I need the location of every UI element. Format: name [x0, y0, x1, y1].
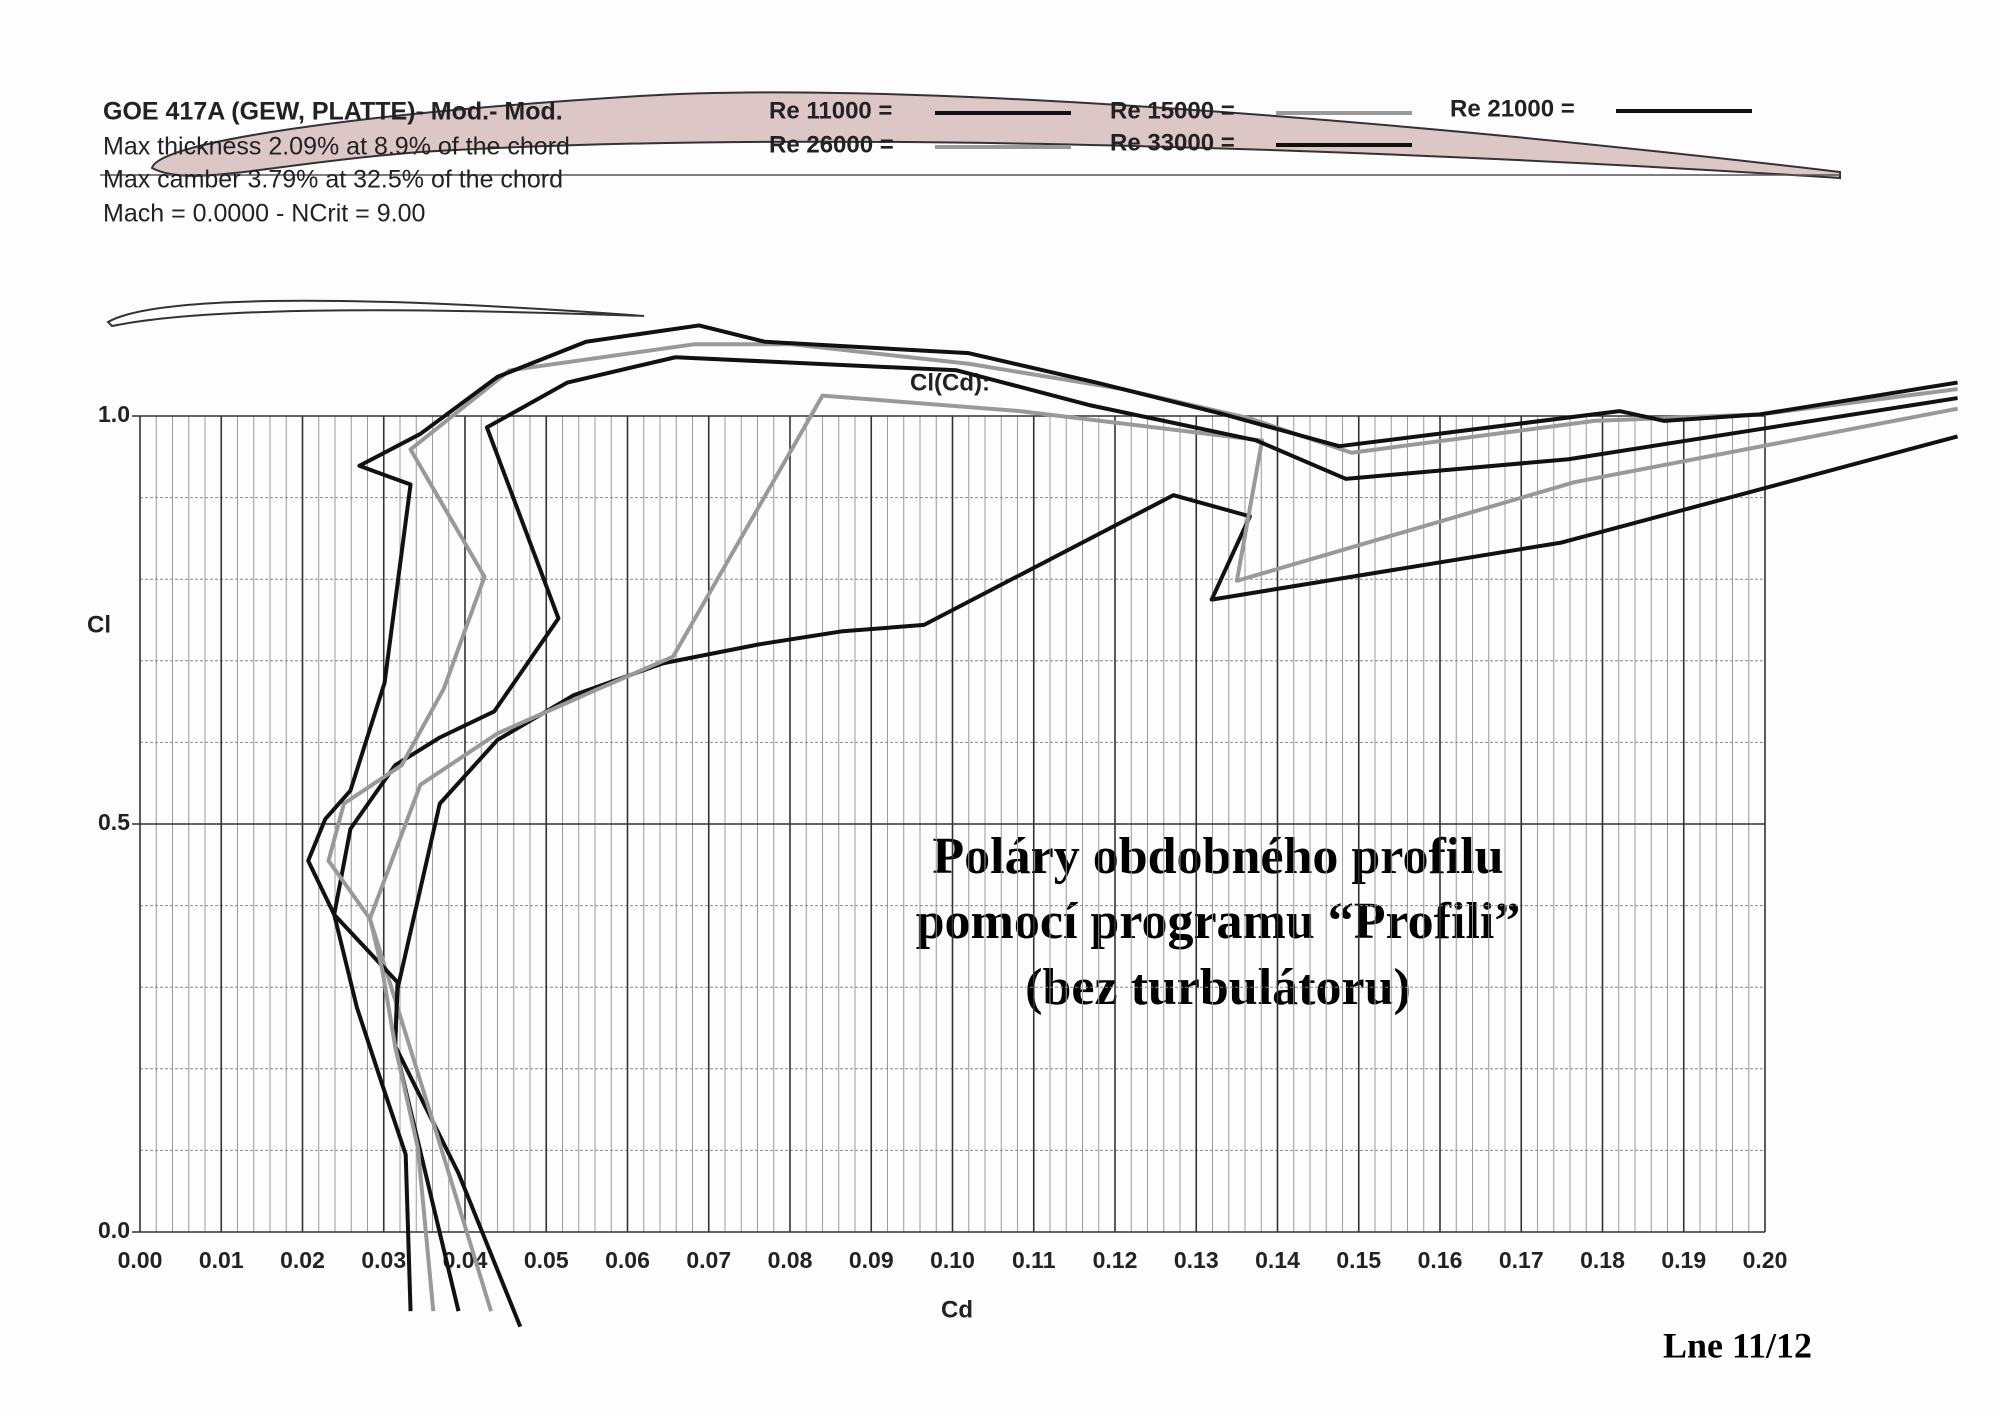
- x-tick-label: 0.09: [849, 1247, 894, 1273]
- legend-label: Re 26000 =: [769, 131, 894, 158]
- y-tick-label: 1.0: [98, 401, 130, 427]
- x-tick-label: 0.06: [605, 1247, 650, 1273]
- x-tick-label: 0.13: [1174, 1247, 1219, 1273]
- legend-label: Re 15000 =: [1110, 97, 1235, 124]
- info-line: Max thickness 2.09% at 8.9% of the chord: [103, 133, 570, 161]
- x-tick-label: 0.07: [686, 1247, 731, 1273]
- y-tick-label: 0.0: [98, 1217, 130, 1243]
- x-tick-label: 0.19: [1661, 1247, 1706, 1273]
- x-tick-label: 0.11: [1012, 1247, 1056, 1273]
- x-tick-label: 0.20: [1743, 1247, 1788, 1273]
- x-tick-label: 0.08: [768, 1247, 813, 1273]
- x-tick-label: 0.10: [930, 1247, 975, 1273]
- info-line: Mach = 0.0000 - NCrit = 9.00: [103, 200, 425, 228]
- chart-title: GOE 417A (GEW, PLATTE)- Mod.- Mod.: [103, 98, 563, 126]
- x-tick-label: 0.00: [118, 1247, 163, 1273]
- x-tick-label: 0.16: [1418, 1247, 1463, 1273]
- x-tick-label: 0.14: [1255, 1247, 1300, 1273]
- y-axis-label: Cl: [87, 611, 111, 638]
- legend-label: Re 33000 =: [1110, 129, 1235, 156]
- annotation: Poláry obdobného profilu: [932, 828, 1503, 885]
- page-label: Lne 11/12: [1663, 1325, 1812, 1365]
- airfoil-small: [106, 299, 645, 328]
- legend-label: Re 21000 =: [1450, 95, 1575, 122]
- series-line: [332, 355, 1958, 1312]
- airfoil-large: [150, 91, 1841, 180]
- x-tick-label: 0.03: [361, 1247, 406, 1273]
- x-tick-label: 0.15: [1336, 1247, 1381, 1273]
- x-tick-label: 0.12: [1093, 1247, 1138, 1273]
- x-axis-label: Cd: [941, 1296, 973, 1323]
- x-tick-label: 0.01: [199, 1247, 244, 1273]
- legend-label: Re 11000 =: [769, 97, 892, 124]
- x-tick-label: 0.17: [1499, 1247, 1544, 1273]
- info-line: Max camber 3.79% at 32.5% of the chord: [103, 166, 563, 194]
- x-tick-label: 0.05: [524, 1247, 569, 1273]
- annotation: pomocí programu “Profili”: [916, 893, 1521, 950]
- series-line: [306, 323, 1958, 1312]
- y-tick-label: 0.5: [98, 809, 130, 835]
- subtitle: Cl(Cd):: [910, 369, 990, 396]
- x-tick-label: 0.18: [1580, 1247, 1625, 1273]
- x-tick-label: 0.02: [280, 1247, 325, 1273]
